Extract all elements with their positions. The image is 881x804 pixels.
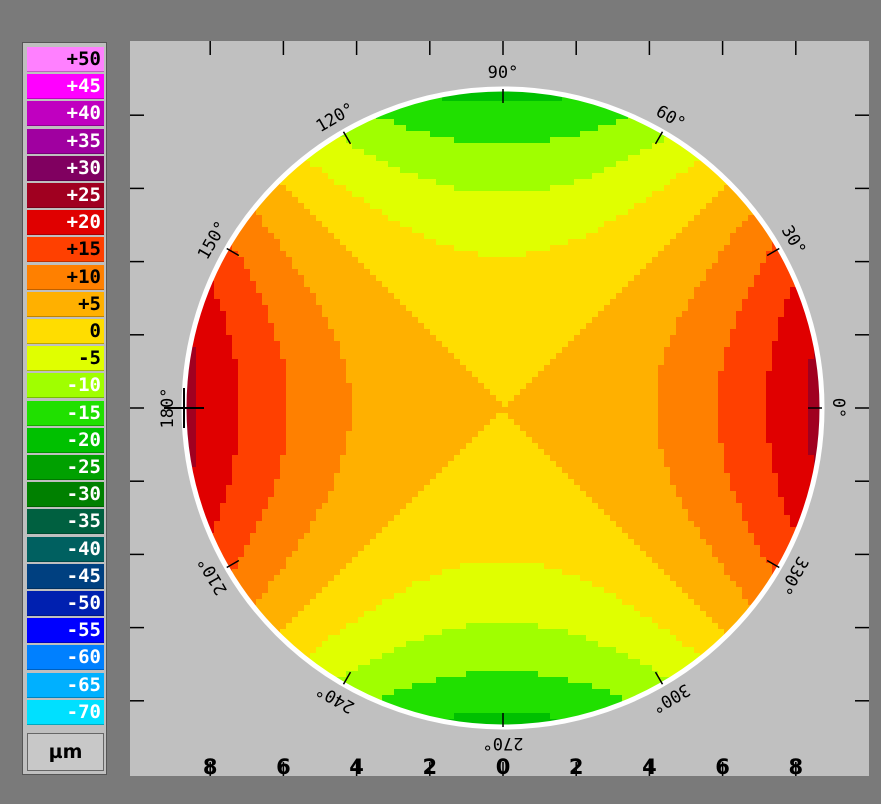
frame-ticks xyxy=(130,41,869,776)
reference-cross xyxy=(164,388,204,428)
legend-swatch: 0 xyxy=(27,319,104,344)
plot-frame: 0° 30° 60° 90° 120° 150° 180° 210° 240° 270° 300° 3… xyxy=(130,41,869,776)
legend-swatch: -65 xyxy=(27,672,104,698)
legend-swatch: +50 xyxy=(27,47,104,72)
legend-unit: µm xyxy=(27,733,104,771)
legend-swatch: -5 xyxy=(27,346,104,372)
angle-label: 0° xyxy=(828,398,848,418)
angle-tick xyxy=(766,247,780,257)
x-tick-label: 6 xyxy=(276,755,291,776)
legend-swatch: -70 xyxy=(27,699,104,725)
x-tick-label: 2 xyxy=(422,755,437,776)
color-legend: +50 +45 +40 +35 +30 +25 +20 +15 +10 +5 0 -5 -10 -15 -2… xyxy=(22,42,107,775)
x-tick-label: 2 xyxy=(569,755,584,776)
legend-swatch: -10 xyxy=(27,373,104,399)
angle-label: 90° xyxy=(488,63,519,83)
legend-swatch: +15 xyxy=(27,237,104,263)
x-tick-label: 0 xyxy=(496,755,511,776)
angle-label: 270° xyxy=(483,733,524,753)
legend-swatch: +30 xyxy=(27,155,104,181)
legend-swatch: +25 xyxy=(27,183,104,208)
x-tick-label: 8 xyxy=(203,755,218,776)
legend-swatch: -45 xyxy=(27,563,104,589)
legend-swatch: -35 xyxy=(27,509,104,535)
legend-swatch: -60 xyxy=(27,645,104,671)
x-tick-label: 4 xyxy=(349,755,364,776)
legend-swatch: -20 xyxy=(27,427,104,453)
angle-tick xyxy=(342,131,352,145)
x-tick-label: 8 xyxy=(788,755,803,776)
legend-swatch: -55 xyxy=(27,618,104,644)
x-tick-label: 4 xyxy=(642,755,657,776)
legend-swatch: +35 xyxy=(27,128,104,154)
angle-tick xyxy=(226,247,240,257)
legend-swatch: -25 xyxy=(27,455,104,480)
legend-swatch: -40 xyxy=(27,536,104,562)
angle-tick xyxy=(654,671,664,685)
x-tick-labels: 8 6 4 2 0 2 4 6 8 xyxy=(203,755,803,776)
legend-swatch: -50 xyxy=(27,591,104,616)
legend-swatch: +5 xyxy=(27,291,104,317)
legend-swatch: +10 xyxy=(27,264,104,290)
angle-tick xyxy=(766,559,780,569)
contour-plot: 0°30°60°90°120°150°180°210°240°270°300°3… xyxy=(130,41,869,776)
legend-swatch: +40 xyxy=(27,101,104,127)
legend-swatch: +20 xyxy=(27,210,104,236)
angle-tick xyxy=(654,131,664,145)
angle-tick xyxy=(342,671,352,685)
legend-swatch: -30 xyxy=(27,482,104,508)
legend-swatch: -15 xyxy=(27,400,104,426)
contour-fill xyxy=(184,89,822,727)
angle-tick xyxy=(226,559,240,569)
x-tick-label: 6 xyxy=(715,755,730,776)
legend-swatch: +45 xyxy=(27,74,104,100)
